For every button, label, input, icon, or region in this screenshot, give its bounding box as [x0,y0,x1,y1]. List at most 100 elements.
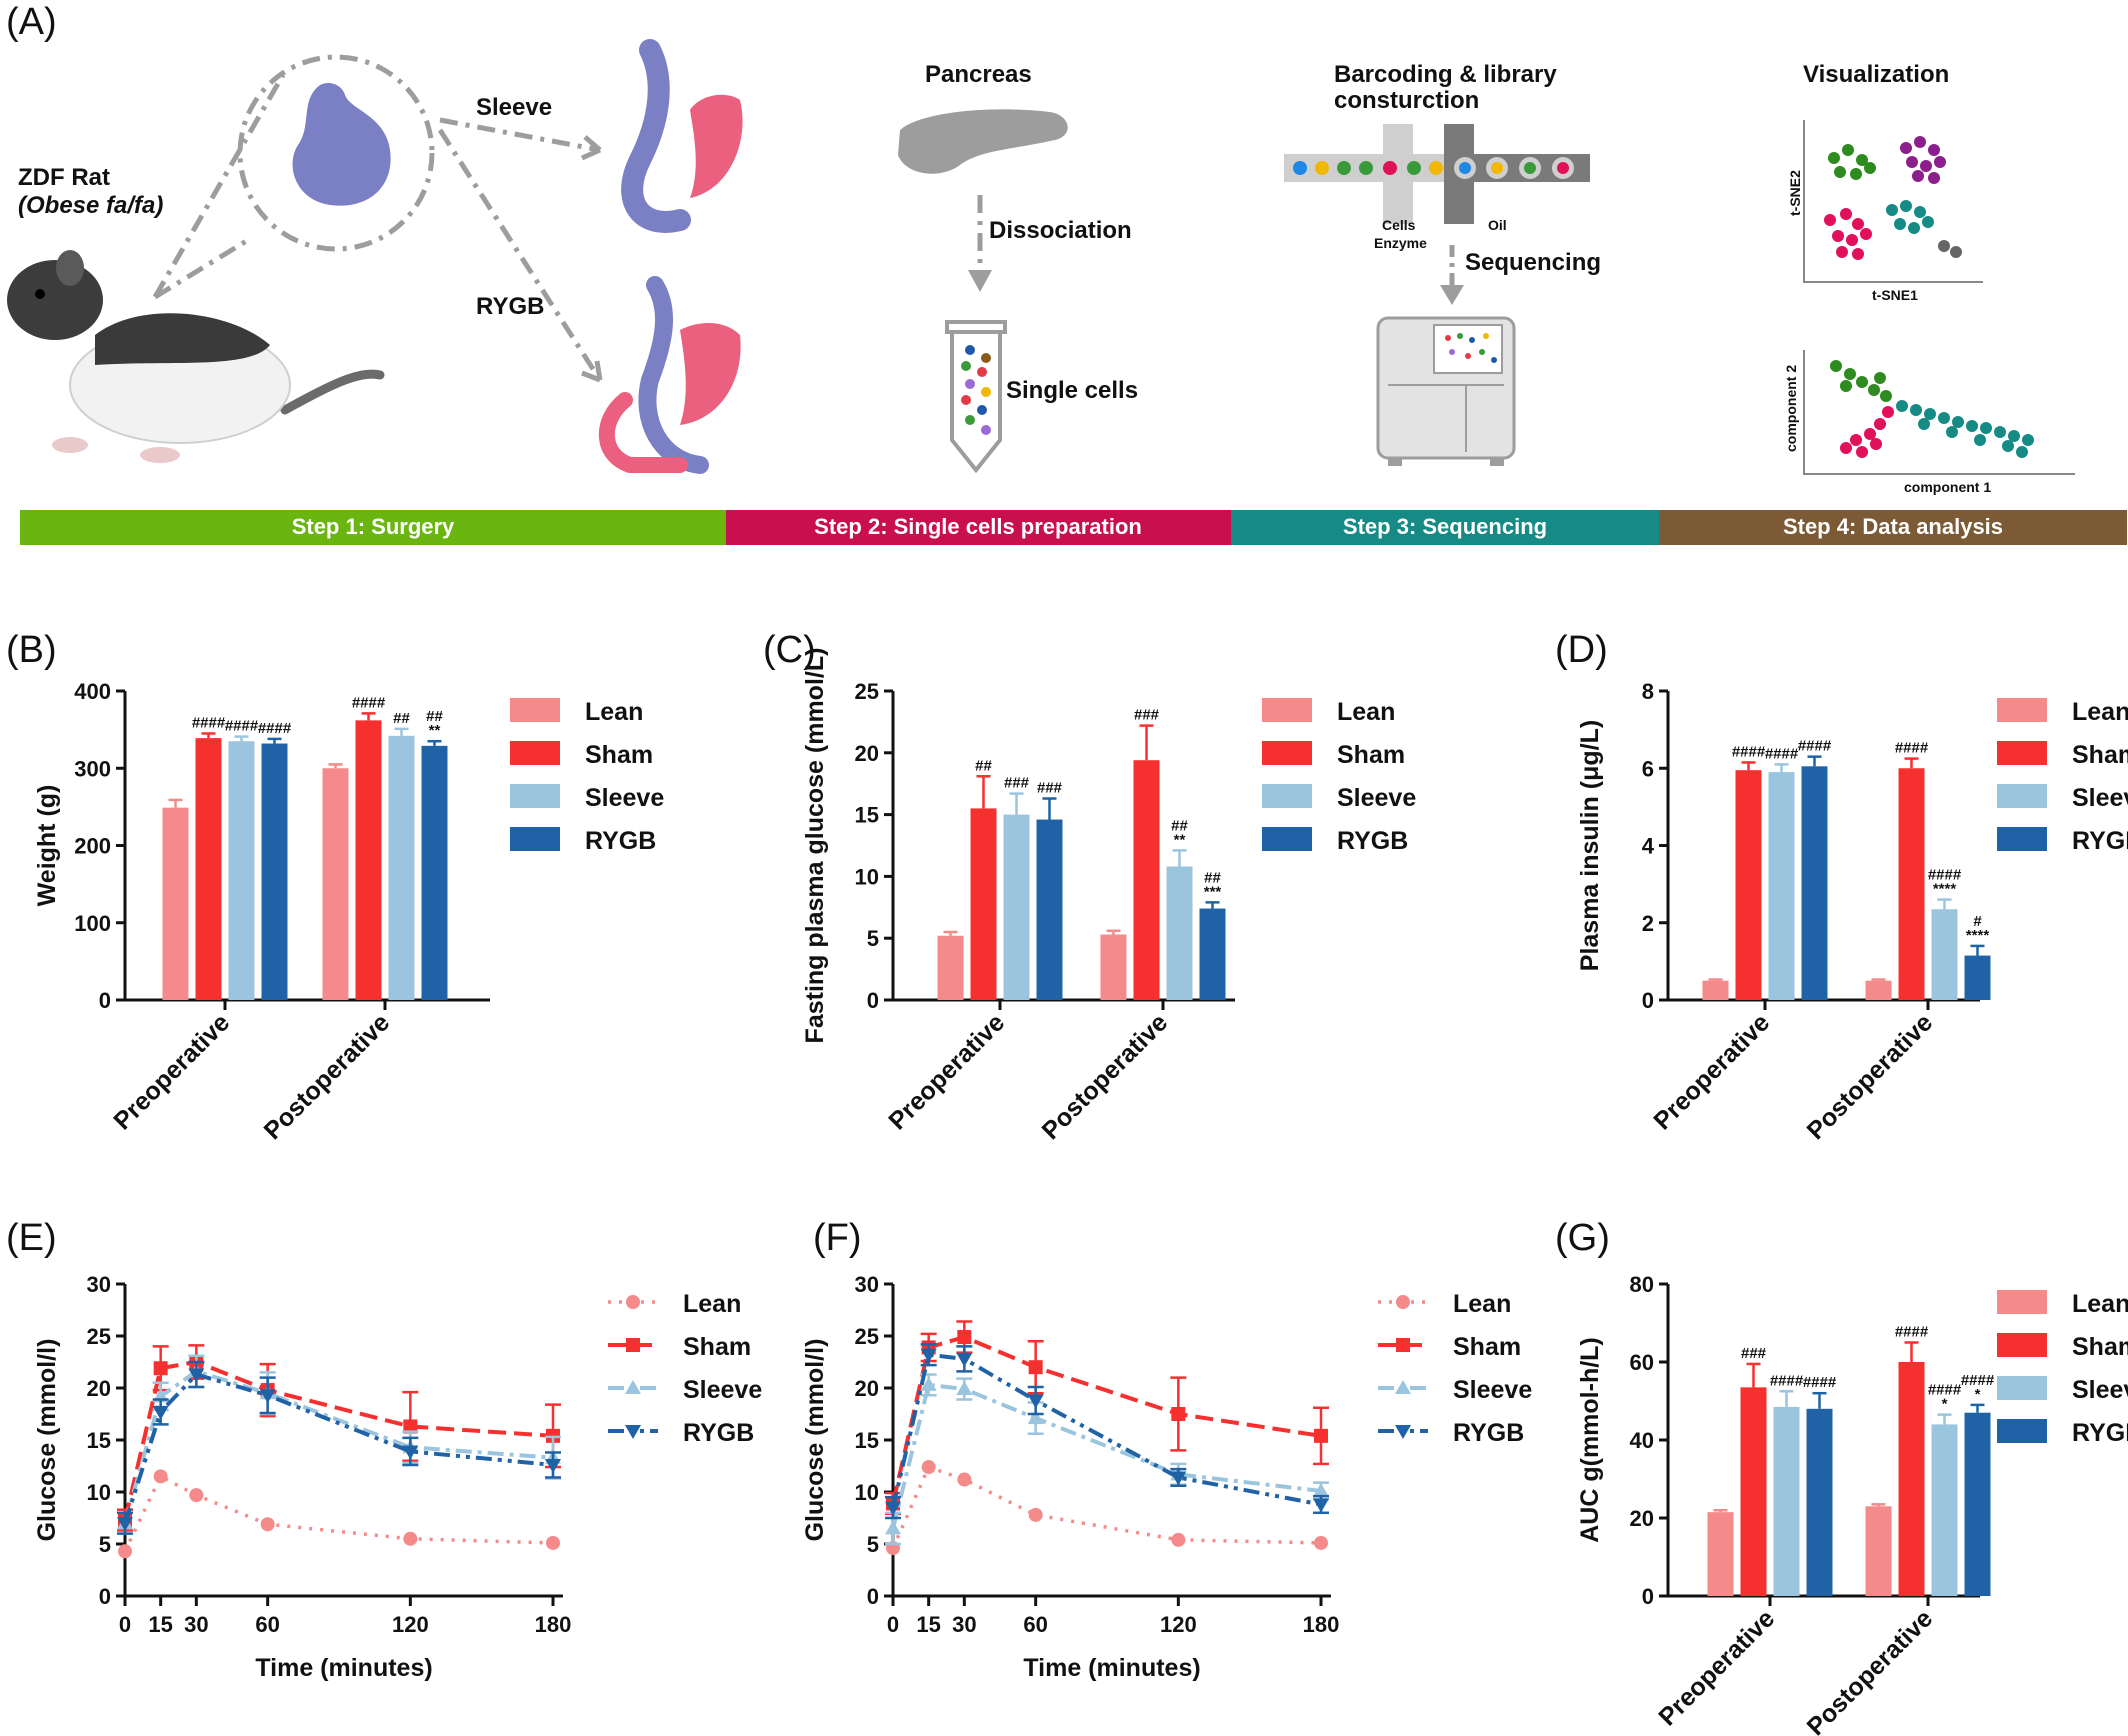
data-point [545,1458,561,1473]
data-point [1028,1507,1043,1522]
sequencing-label: Sequencing [1465,249,1601,276]
microfluidic-chip-icon [1284,124,1590,224]
enzyme-label: Enzyme [1374,235,1427,251]
bar [1166,866,1193,1000]
bar [1801,766,1828,1000]
data-point [546,1535,560,1550]
bar [1735,770,1762,1000]
legend-label: RYGB [585,827,656,855]
x-tick-label: 30 [952,1612,976,1637]
data-point [403,1419,418,1434]
legend-marker [1395,1425,1411,1439]
panel-label: (D) [1555,629,1608,671]
data-point [1313,1482,1329,1497]
legend-label: Lean [683,1290,741,1318]
x-tick-label: 15 [148,1612,172,1637]
bar [1931,1424,1958,1596]
significance-label: ### [1037,780,1063,797]
y-tick-label: 10 [855,1480,879,1505]
step-4-label: Step 4: Data analysis [1783,514,2003,539]
tsne1-label: t-SNE1 [1872,287,1918,303]
bar [195,738,222,1000]
bar [1898,768,1925,1000]
y-tick-label: 2 [1642,911,1654,936]
rat-label: ZDF Rat [18,164,110,191]
data-point [153,1469,168,1484]
x-tick-label: Postoperative [259,1008,396,1145]
y-tick-label: 0 [99,1584,111,1609]
y-tick-label: 15 [87,1428,111,1453]
y-tick-label: 300 [74,756,111,781]
significance-label: #### [1928,867,1962,884]
x-tick-label: 15 [916,1612,940,1637]
legend-swatch [510,827,560,851]
bar [1199,908,1226,1000]
legend-label: Sleeve [2072,784,2128,812]
legend-swatch [1262,698,1312,722]
panel-label: (B) [6,629,57,671]
legend-swatch [510,741,560,765]
legend-marker [626,1338,640,1352]
bar [261,743,288,1000]
y-tick-label: 4 [1642,834,1655,859]
significance-label: ### [1134,707,1160,724]
data-point [1027,1410,1044,1425]
panel-b: (B) 0 100 200 300 400 Weight (g) Lean Sham Sleeve… [6,629,664,1145]
y-tick-label: 25 [87,1324,111,1349]
panel-c: (C) 0 5 10 15 20 25 Fasting plasma glucose (mmo… [763,629,1416,1145]
panel-f: (F) 0 5 10 15 20 25 30 Glucose (mmol/l) Lean Sham S… [801,1217,1532,1682]
data-point [403,1531,418,1546]
panel-d: (D) 0 2 4 6 8 Plasma insulin (μg/L) Lean Sham Sle… [1555,629,2128,1145]
x-tick-label: Preoperative [1648,1008,1775,1135]
x-tick-label: Postoperative [1802,1604,1939,1736]
bar [1898,1362,1925,1596]
series-line [891,1382,1322,1529]
data-point [1171,1532,1186,1547]
y-tick-label: 20 [1630,1506,1654,1531]
significance-label: #### [1770,1372,1804,1389]
magnifier-line-2 [152,73,286,299]
y-axis-label: Weight (g) [33,785,61,907]
data-point [1027,1394,1044,1409]
y-tick-label: 100 [74,911,111,936]
legend-label: RYGB [2072,827,2128,855]
panel-label: (E) [6,1217,57,1259]
single-cells-label: Single cells [1006,377,1138,404]
data-point [259,1389,276,1404]
oil-label: Oil [1488,217,1507,233]
data-point [921,1460,936,1475]
legend-label: Lean [1337,698,1395,726]
y-tick-label: 80 [1630,1272,1654,1297]
y-tick-label: 60 [1630,1350,1654,1375]
dissociation-label: Dissociation [989,217,1132,244]
legend-label: Lean [2072,698,2128,726]
step-3-bar [1231,510,1659,545]
y-tick-label: 200 [74,834,111,859]
legend-label: Sleeve [1337,784,1416,812]
pancreas-icon [898,109,1068,174]
y-tick-label: 15 [855,1428,879,1453]
bar [1740,1387,1767,1596]
y-tick-label: 30 [87,1272,111,1297]
y-tick-label: 10 [855,864,879,889]
legend-marker [626,1295,640,1309]
data-point [153,1361,168,1376]
significance-label: #### [1895,1324,1929,1341]
rat-sublabel: (Obese fa/fa) [18,192,163,219]
barcoding-label-1: Barcoding & library [1334,61,1557,88]
data-point [957,1330,972,1345]
significance-label: ## [393,710,410,727]
bar [1806,1408,1833,1596]
y-tick-label: 5 [867,1532,879,1557]
bar [970,808,997,1000]
data-point [956,1352,973,1367]
significance-label: #### [1732,743,1766,760]
y-tick-label: 0 [99,988,111,1013]
bar [388,735,415,1000]
trajectory-plot [1803,350,2075,475]
cells-label: Cells [1382,217,1416,233]
legend-marker [625,1425,641,1439]
magnifier-circle [237,54,435,252]
data-point [1171,1407,1186,1421]
data-point [260,1517,275,1532]
